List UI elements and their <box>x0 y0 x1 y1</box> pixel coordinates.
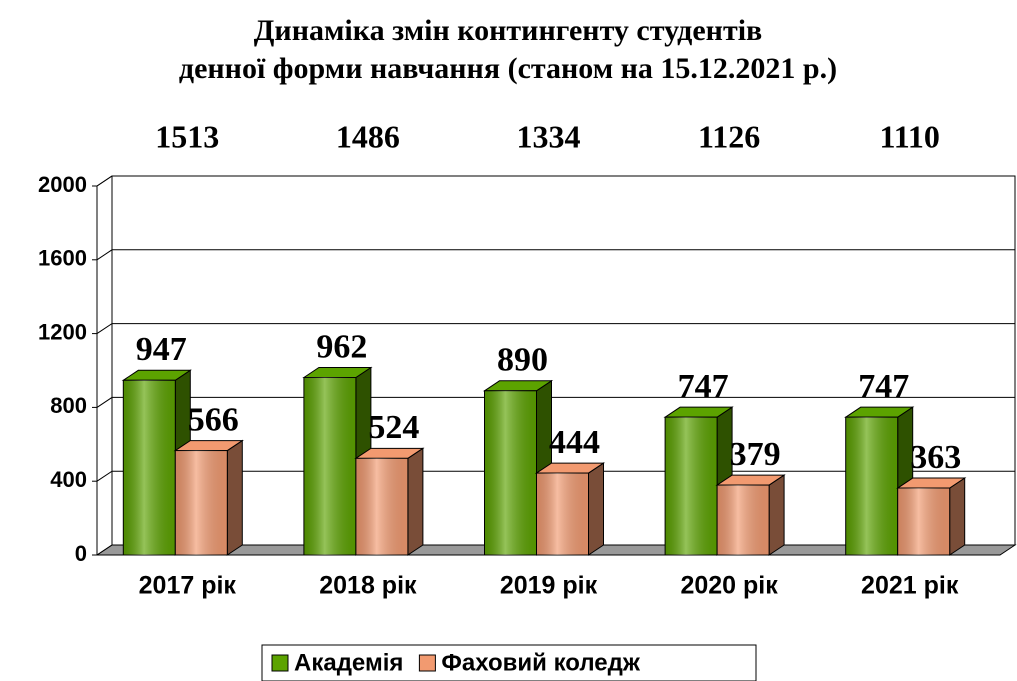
bar-shine <box>123 380 176 555</box>
bar-side-shade <box>407 448 423 555</box>
total-label: 1513 <box>155 118 219 154</box>
grid-line <box>96 323 1015 335</box>
x-tick-label: 2020 рік <box>680 572 778 600</box>
chart-title: денної форми навчання (станом на 15.12.2… <box>179 52 837 85</box>
total-label: 1126 <box>698 118 760 154</box>
bar-group <box>354 447 425 556</box>
grid-line <box>96 396 1015 408</box>
bar-shine <box>845 417 898 555</box>
y-tick-label: 800 <box>50 393 87 418</box>
grid-line <box>96 249 1015 261</box>
bar-shine <box>536 473 589 555</box>
x-tick-label: 2021 рік <box>861 572 959 600</box>
value-label: 379 <box>730 436 781 473</box>
y-tick-label: 0 <box>75 541 87 566</box>
side-wall <box>96 544 113 556</box>
bar-shine <box>897 488 950 555</box>
value-label: 566 <box>188 401 239 438</box>
total-label: 1334 <box>517 118 581 154</box>
bar-side-shade <box>227 440 243 555</box>
legend-swatch <box>271 654 289 672</box>
legend: Академія Фаховий коледж <box>261 644 757 681</box>
x-tick-label: 2017 рік <box>139 572 237 600</box>
bar-group <box>173 439 244 556</box>
y-tick-label: 1600 <box>38 246 87 271</box>
total-label: 1110 <box>879 118 939 154</box>
grid-line <box>96 175 1015 187</box>
legend-box <box>261 644 757 681</box>
x-tick-label: 2018 рік <box>319 572 417 600</box>
bar-shine <box>665 417 718 555</box>
value-label: 363 <box>910 439 961 476</box>
bar-side-shade <box>588 463 604 555</box>
bar-shine <box>717 485 770 555</box>
bar-group <box>715 474 786 556</box>
bar-shine <box>303 377 356 555</box>
y-tick-label: 2000 <box>38 172 87 197</box>
value-label: 747 <box>678 368 729 405</box>
x-tick-label: 2019 рік <box>500 572 598 600</box>
legend-swatch <box>418 654 436 672</box>
y-tick-label: 1200 <box>38 319 87 344</box>
value-label: 747 <box>858 368 909 405</box>
bar-side-shade <box>949 478 965 555</box>
y-tick-label: 400 <box>50 467 87 492</box>
value-label: 962 <box>316 328 367 365</box>
bar-side-shade <box>769 475 785 555</box>
bar-group <box>896 477 967 556</box>
bar-group <box>534 462 606 556</box>
legend-label: Фаховий коледж <box>441 649 640 676</box>
chart-title: Динаміка змін контингенту студентів <box>254 14 762 47</box>
bar-shine <box>175 450 228 555</box>
value-label: 890 <box>497 342 548 379</box>
bar-shine <box>484 390 537 555</box>
bar-shine <box>355 458 408 555</box>
value-label: 947 <box>136 331 187 368</box>
value-label: 524 <box>368 409 419 446</box>
total-label: 1486 <box>336 118 400 154</box>
value-label: 444 <box>549 424 600 461</box>
legend-label: Академія <box>294 649 403 676</box>
